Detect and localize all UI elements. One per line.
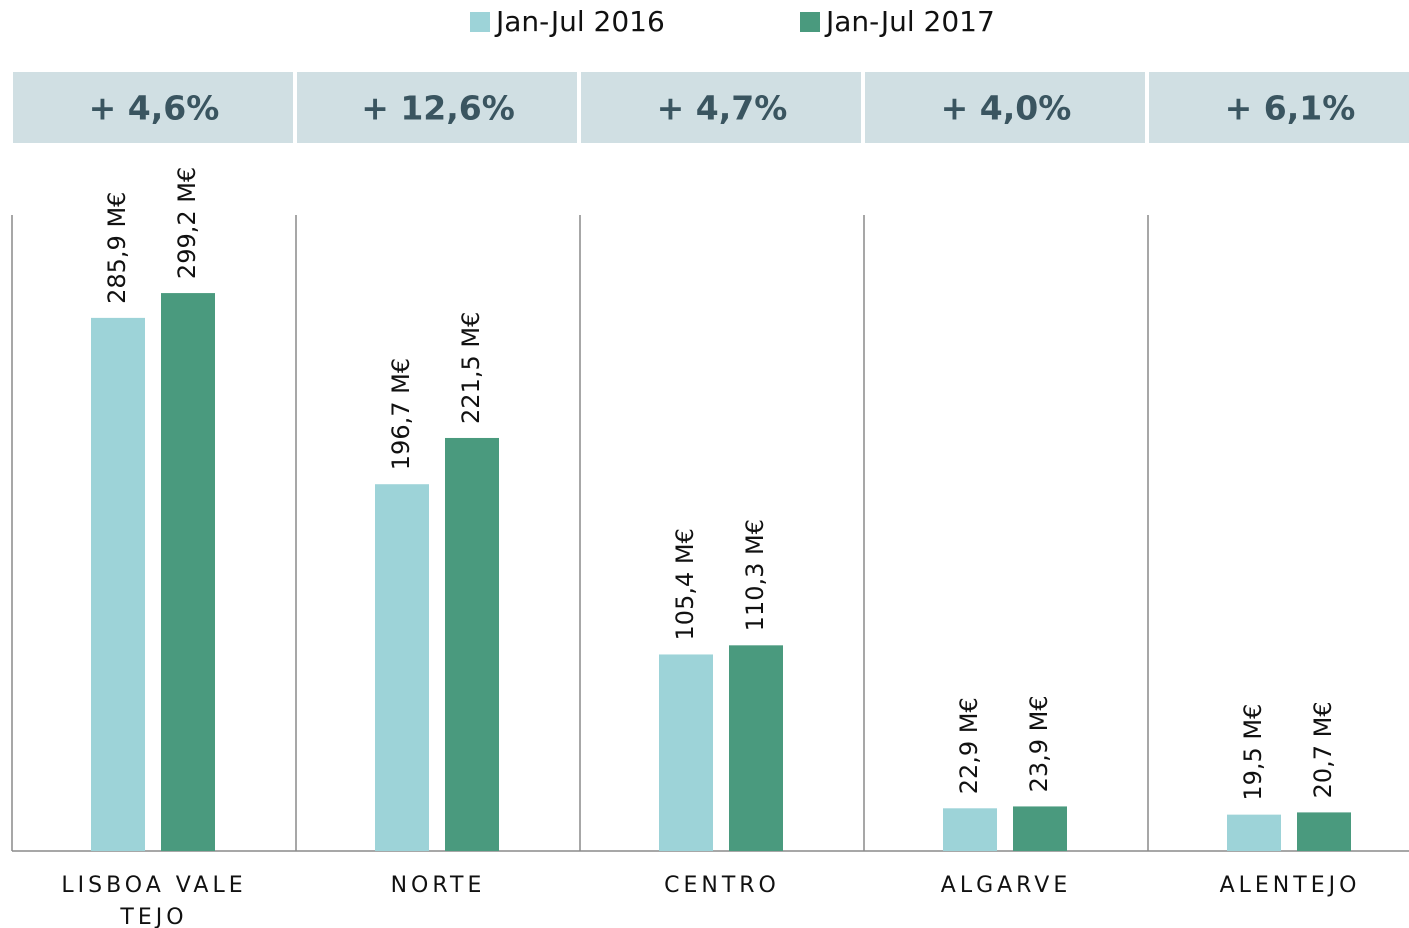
header-box (1149, 72, 1409, 143)
header-box (581, 72, 861, 143)
x-tick-label: ALGARVE (940, 873, 1072, 898)
legend-swatch (470, 12, 490, 32)
value-label: 105,4 M€ (671, 528, 699, 640)
value-label: 299,2 M€ (173, 167, 201, 279)
growth-label: + 4,6% (89, 89, 220, 128)
legend-label: Jan-Jul 2016 (494, 5, 665, 38)
bar (91, 317, 145, 851)
x-tick-label: NORTE (390, 873, 486, 898)
bar (1013, 806, 1067, 851)
value-label: 285,9 M€ (103, 192, 131, 304)
x-tick-label: LISBOA VALE TEJO (61, 873, 247, 928)
x-tick-label: CENTRO (664, 873, 780, 898)
growth-label: + 4,0% (941, 89, 1072, 128)
x-tick-label: ALENTEJO (1219, 873, 1361, 898)
value-label: 22,9 M€ (955, 697, 983, 794)
header-box (13, 72, 293, 143)
bar (1227, 814, 1281, 851)
growth-label: + 4,7% (657, 89, 788, 128)
bar (1297, 812, 1351, 851)
bar (161, 293, 215, 852)
growth-label: + 6,1% (1225, 89, 1356, 128)
header-box (865, 72, 1145, 143)
growth-label: + 12,6% (361, 89, 515, 128)
bar (729, 645, 783, 851)
legend-swatch (800, 12, 820, 32)
value-label: 221,5 M€ (457, 312, 485, 424)
value-label: 19,5 M€ (1239, 704, 1267, 801)
legend-label: Jan-Jul 2017 (824, 5, 995, 38)
value-label: 20,7 M€ (1309, 701, 1337, 798)
value-label: 196,7 M€ (387, 358, 415, 470)
bar (445, 437, 499, 851)
header-box (297, 72, 577, 143)
value-label: 110,3 M€ (741, 519, 769, 631)
bar (659, 654, 713, 851)
bar (943, 808, 997, 851)
bar (375, 484, 429, 851)
value-label: 23,9 M€ (1025, 695, 1053, 792)
